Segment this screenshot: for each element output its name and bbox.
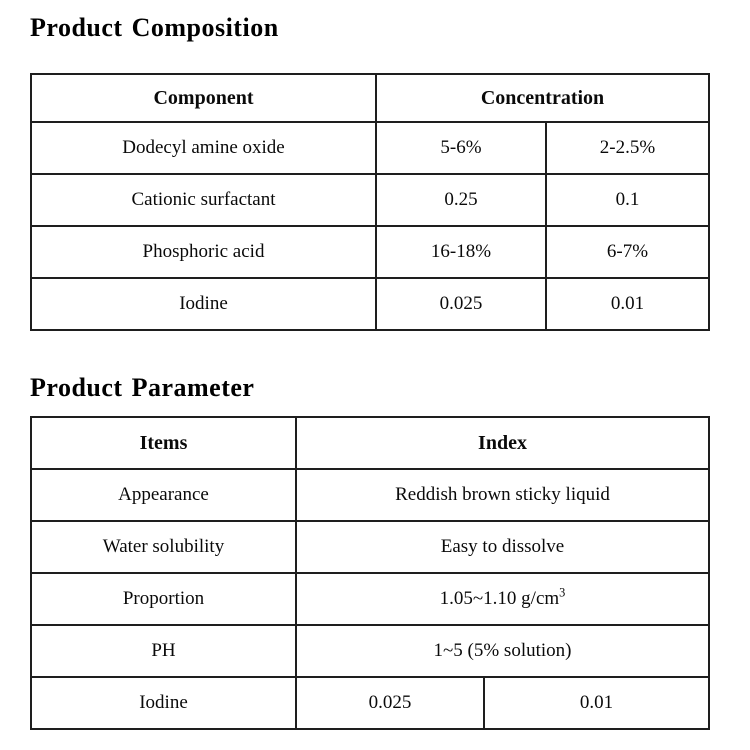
composition-table: Component Concentration Dodecyl amine ox… (30, 73, 711, 331)
table-row: Phosphoric acid 16-18% 6-7% (30, 225, 711, 279)
composition-header-component: Component (30, 73, 377, 123)
parameter-cell-index: 1.05~1.10 g/cm3 (295, 572, 710, 626)
composition-cell-conc2: 0.1 (544, 173, 711, 227)
parameter-cell-item: PH (30, 624, 297, 678)
composition-title: Product Composition (30, 13, 279, 42)
composition-cell-conc1: 0.025 (375, 277, 547, 331)
composition-cell-conc1: 0.25 (375, 173, 547, 227)
proportion-value: 1.05~1.10 g/cm (439, 588, 560, 609)
table-row: Iodine 0.025 0.01 (30, 676, 710, 730)
parameter-header-row: Items Index (30, 416, 710, 470)
table-row: Proportion 1.05~1.10 g/cm3 (30, 572, 710, 626)
proportion-exponent: 3 (559, 585, 566, 600)
table-row: Appearance Reddish brown sticky liquid (30, 468, 710, 522)
parameter-cell-index2: 0.01 (483, 676, 710, 730)
parameter-header-items: Items (30, 416, 297, 470)
composition-cell-conc2: 6-7% (544, 225, 711, 279)
composition-cell-conc2: 2-2.5% (544, 121, 711, 175)
composition-cell-component: Cationic surfactant (30, 173, 377, 227)
table-row: Dodecyl amine oxide 5-6% 2-2.5% (30, 121, 711, 175)
parameter-cell-item: Iodine (30, 676, 297, 730)
parameter-cell-index1: 0.025 (295, 676, 485, 730)
composition-cell-component: Iodine (30, 277, 377, 331)
composition-cell-conc1: 16-18% (375, 225, 547, 279)
parameter-cell-index: 1~5 (5% solution) (295, 624, 710, 678)
composition-header-row: Component Concentration (30, 73, 711, 123)
table-row: Iodine 0.025 0.01 (30, 277, 711, 331)
table-row: Cationic surfactant 0.25 0.1 (30, 173, 711, 227)
parameter-table: Items Index Appearance Reddish brown sti… (30, 416, 710, 730)
composition-cell-conc1: 5-6% (375, 121, 547, 175)
parameter-cell-item: Proportion (30, 572, 297, 626)
parameter-cell-item: Water solubility (30, 520, 297, 574)
parameter-cell-index: Easy to dissolve (295, 520, 710, 574)
table-row: PH 1~5 (5% solution) (30, 624, 710, 678)
parameter-title: Product Parameter (30, 373, 255, 402)
composition-header-concentration: Concentration (374, 73, 711, 123)
composition-cell-conc2: 0.01 (544, 277, 711, 331)
parameter-cell-item: Appearance (30, 468, 297, 522)
composition-cell-component: Dodecyl amine oxide (30, 121, 377, 175)
parameter-cell-index: Reddish brown sticky liquid (295, 468, 710, 522)
parameter-header-index: Index (295, 416, 710, 470)
composition-cell-component: Phosphoric acid (30, 225, 377, 279)
table-row: Water solubility Easy to dissolve (30, 520, 710, 574)
